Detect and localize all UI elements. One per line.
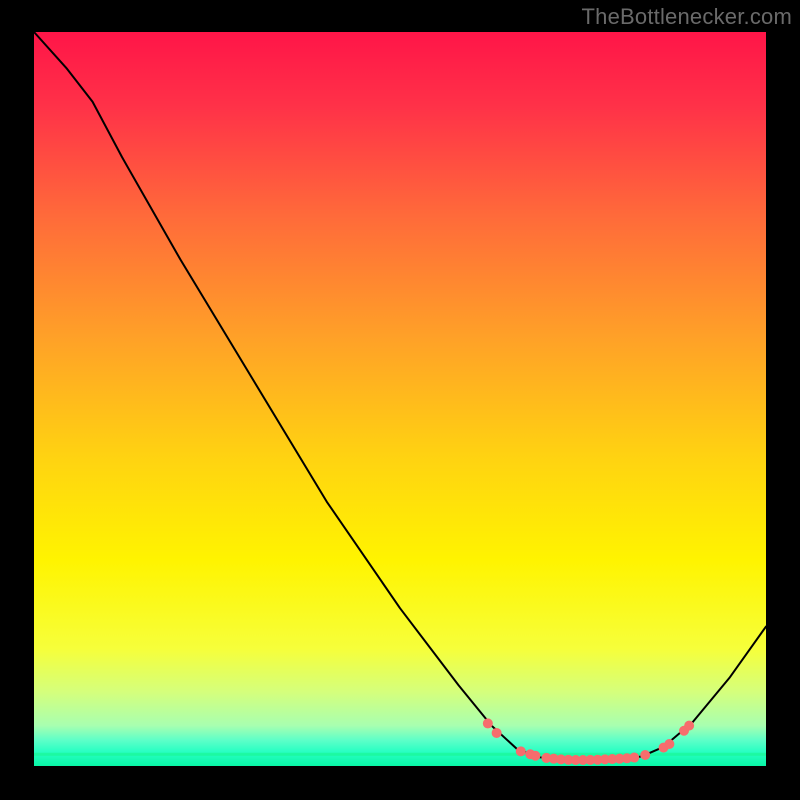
chart-stage: TheBottlenecker.com — [0, 0, 800, 800]
marker-dot — [492, 728, 501, 737]
bottleneck-curve-chart — [0, 0, 800, 800]
green-accent-band — [34, 753, 766, 756]
marker-dot — [641, 750, 650, 759]
marker-dot — [685, 721, 694, 730]
marker-dot — [531, 751, 540, 760]
watermark-text: TheBottlenecker.com — [582, 4, 792, 30]
marker-dot — [630, 753, 639, 762]
marker-dot — [516, 747, 525, 756]
marker-dot — [483, 719, 492, 728]
plot-area — [34, 32, 766, 766]
marker-dot — [665, 739, 674, 748]
